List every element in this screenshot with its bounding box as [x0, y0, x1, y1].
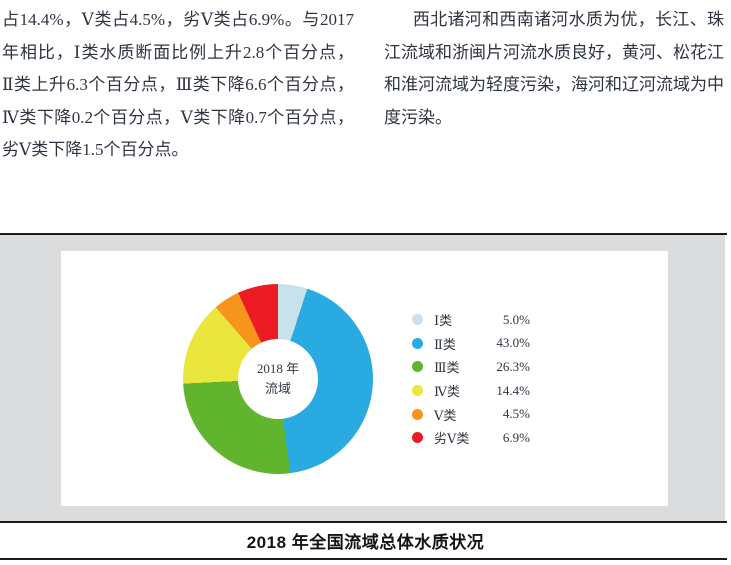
text-line: 度污染。 — [384, 107, 452, 127]
donut-center-text: 流域 — [264, 381, 291, 396]
legend-label: Ⅴ类 — [434, 407, 457, 423]
legend-item: 劣Ⅴ类 6.9% — [412, 426, 530, 450]
donut-center-label: 2018 年 流域 — [238, 339, 318, 419]
legend-item: Ⅰ类 5.0% — [412, 308, 530, 332]
figure-caption: 2018 年全国流域总体水质状况 — [246, 533, 485, 552]
legend-label: Ⅰ类 — [434, 313, 453, 329]
figure-caption-top-rule — [0, 521, 727, 523]
figure-caption-bottom-rule — [0, 558, 727, 560]
legend-item: Ⅳ类 14.4% — [412, 379, 530, 403]
right-text-column: 西北诸河和西南诸河水质为优，长江、珠江流域和浙闽片河流水质良好，黄河、松花江 和淮… — [384, 4, 724, 134]
legend-label: Ⅲ类 — [434, 360, 460, 376]
legend-label: 劣Ⅴ类 — [434, 431, 470, 447]
figure-top-rule — [0, 233, 727, 235]
donut-center-year: 2018 年 — [256, 361, 300, 376]
legend-item: Ⅴ类 4.5% — [412, 402, 530, 426]
legend-swatch-icon — [412, 361, 423, 373]
text-line: 占14.4%，Ⅴ类占4.5%，劣Ⅴ类占6.9%。与2017 — [2, 10, 354, 29]
legend-swatch-icon — [412, 408, 423, 420]
legend-value: 26.3% — [496, 358, 530, 374]
legend-label: Ⅱ类 — [434, 336, 456, 352]
legend-label: Ⅳ类 — [434, 384, 460, 400]
text-line: 江流域和浙闽片河流水质良好，黄河、松花江 — [384, 42, 724, 62]
text-line: Ⅳ类下降0.2个百分点，Ⅴ类下降0.7个百分点， — [2, 107, 354, 127]
legend-item: Ⅲ类 26.3% — [412, 355, 530, 379]
legend-value: 4.5% — [502, 406, 530, 422]
figure-caption-strip: 2018 年全国流域总体水质状况 — [0, 523, 731, 558]
legend-swatch-icon — [412, 337, 423, 349]
legend-swatch-icon — [412, 314, 423, 326]
left-text-column: 占14.4%，Ⅴ类占4.5%，劣Ⅴ类占6.9%。与2017 年相比，Ⅰ类水质断面比… — [2, 4, 354, 167]
text-line: 劣Ⅴ类下降1.5个百分点。 — [2, 140, 189, 159]
legend-value: 5.0% — [502, 311, 530, 327]
text-line: Ⅱ类上升6.3个百分点，Ⅲ类下降6.6个百分点， — [2, 75, 354, 94]
text-line: 和淮河流域为轻度污染，海河和辽河流域为中 — [384, 75, 724, 94]
legend-value: 14.4% — [496, 382, 530, 398]
text-line: 西北诸河和西南诸河水质为优，长江、珠 — [412, 10, 724, 29]
chart-legend: Ⅰ类 5.0% Ⅱ类 43.0% Ⅲ类 26.3% Ⅳ类 14.4% Ⅴ类 4.5% 劣Ⅴ类 6.9% — [412, 308, 530, 450]
legend-value: 43.0% — [496, 335, 530, 351]
legend-swatch-icon — [412, 385, 423, 397]
legend-swatch-icon — [412, 432, 423, 444]
legend-item: Ⅱ类 43.0% — [412, 332, 530, 356]
legend-value: 6.9% — [502, 429, 530, 445]
text-line: 年相比，Ⅰ类水质断面比例上升2.8个百分点， — [2, 42, 354, 62]
